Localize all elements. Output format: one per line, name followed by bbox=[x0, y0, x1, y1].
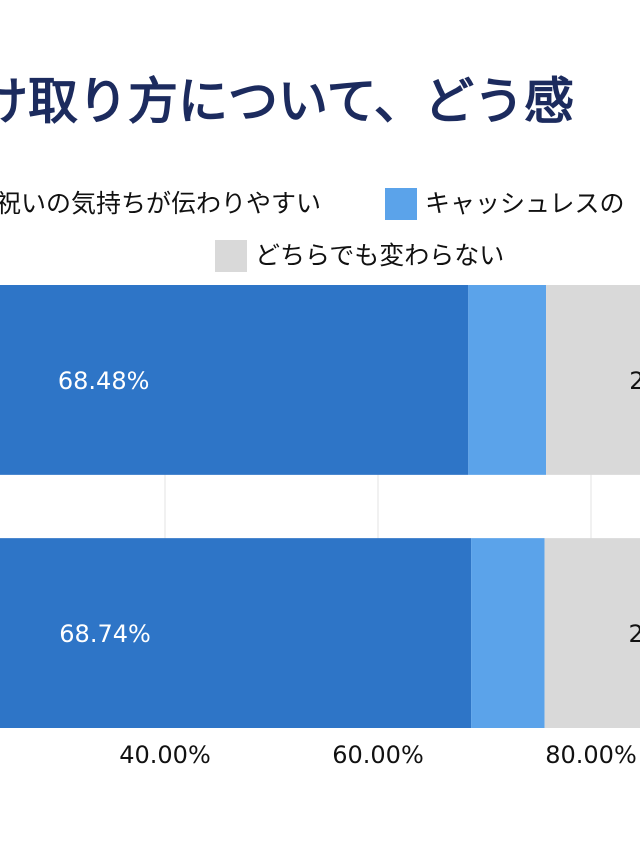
x-tick-label: 40.00% bbox=[119, 741, 211, 769]
bar-segment bbox=[546, 285, 640, 475]
legend-swatch bbox=[385, 188, 417, 220]
data-label: 68.48% bbox=[58, 367, 150, 395]
legend-swatch bbox=[215, 240, 247, 272]
legend-label: どちらでも変わらない bbox=[255, 241, 504, 270]
bar-segment bbox=[544, 538, 640, 728]
bar-segment bbox=[0, 538, 472, 728]
data-label: 68.74% bbox=[59, 620, 151, 648]
data-label: 24.36% bbox=[629, 620, 640, 648]
legend-label: キャッシュレスの bbox=[425, 189, 625, 218]
x-tick-label: 80.00% bbox=[545, 741, 637, 769]
x-tick-label: 60.00% bbox=[332, 741, 424, 769]
chart-title: け取り方について、どう感 bbox=[0, 73, 574, 131]
data-label: 24.22% bbox=[629, 367, 640, 395]
bar-segment bbox=[471, 538, 545, 728]
legend-label: 祝いの気持ちが伝わりやすい bbox=[0, 189, 321, 218]
bar-segment bbox=[468, 285, 547, 475]
bar-segment bbox=[0, 285, 469, 475]
